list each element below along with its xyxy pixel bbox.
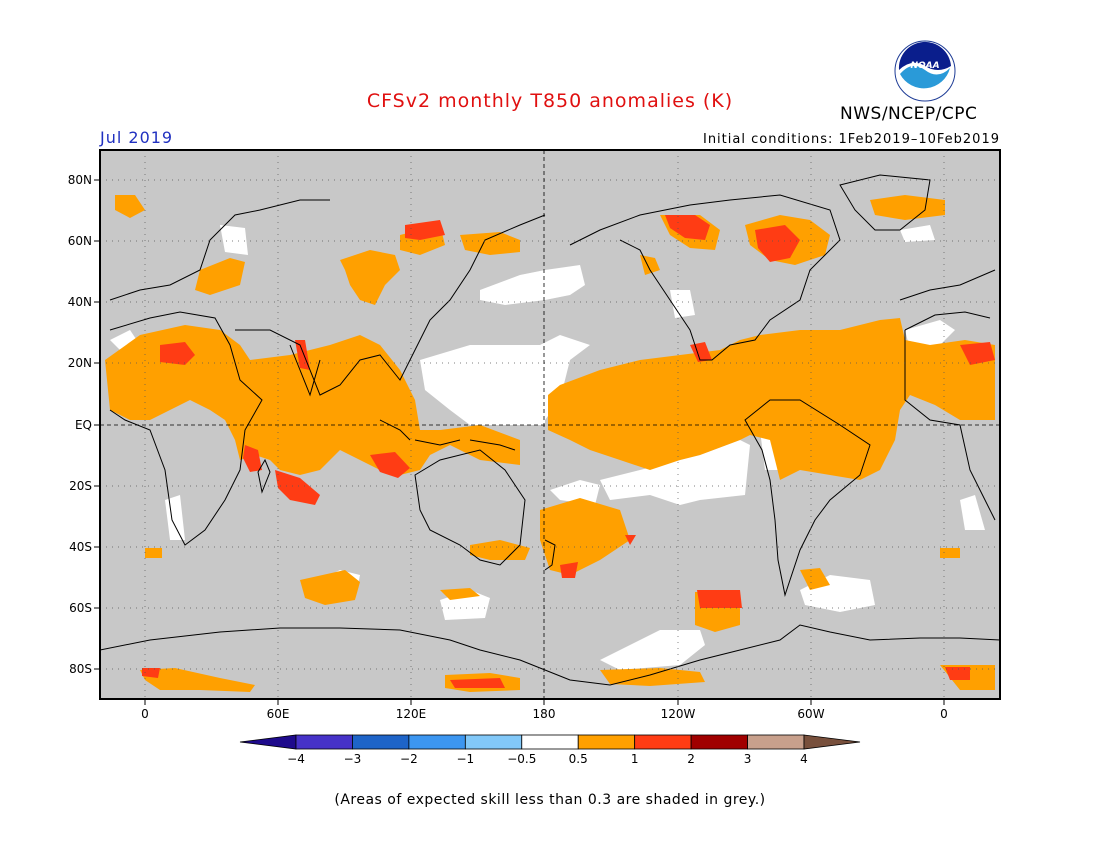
legend-tick-label: −1 — [456, 752, 474, 766]
graticule — [100, 150, 1000, 699]
lat-label: 20S — [69, 479, 92, 493]
warm-anomaly-regions — [105, 195, 995, 692]
noaa-logo: NOAA — [894, 40, 956, 102]
legend-swatch — [577, 734, 636, 750]
legend-swatch — [239, 734, 297, 750]
latitude-labels: 80N 60N 40N 20N EQ 20S 40S 60S 80S — [68, 173, 92, 676]
lat-label: 80S — [69, 662, 92, 676]
initial-conditions-label: Initial conditions: 1Feb2019–10Feb2019 — [702, 132, 1000, 147]
lat-label: 40N — [68, 295, 92, 309]
legend-tick-label: 2 — [687, 752, 695, 766]
legend-tick-label: 3 — [744, 752, 752, 766]
legend-swatch — [634, 734, 692, 750]
legend-tick-label: −2 — [400, 752, 418, 766]
lat-label: 20N — [68, 356, 92, 370]
legend-tick-label: 4 — [800, 752, 808, 766]
map-title: CFSv2 monthly T850 anomalies (K) — [366, 90, 734, 112]
map-fields — [100, 150, 1000, 699]
axis-ticks — [94, 179, 945, 705]
lon-label: 0 — [141, 707, 149, 721]
legend-swatch — [690, 734, 748, 750]
legend-tick-label: −3 — [344, 752, 362, 766]
footnote: (Areas of expected skill less than 0.3 a… — [334, 792, 766, 808]
organization-label: NWS/NCEP/CPC — [840, 104, 978, 124]
svg-text:NOAA: NOAA — [910, 61, 939, 71]
reference-lines — [100, 150, 1000, 699]
legend-tick-label: 1 — [631, 752, 639, 766]
lon-label: 120E — [396, 707, 427, 721]
legend-swatch — [295, 734, 353, 750]
lat-label: 80N — [68, 173, 92, 187]
lon-label: 60W — [797, 707, 824, 721]
legend-tick-label: −4 — [287, 752, 305, 766]
lon-label: 180 — [533, 707, 556, 721]
legend-swatch — [352, 734, 410, 750]
legend-swatch — [408, 734, 466, 750]
lat-label: EQ — [75, 418, 92, 432]
legend-swatch — [803, 734, 861, 750]
legend-tick-label: 0.5 — [569, 752, 588, 766]
color-legend: −4 −3 −2 −1 −0.5 0.5 1 2 3 4 — [239, 734, 861, 766]
lat-label: 60S — [69, 601, 92, 615]
lon-label: 0 — [940, 707, 948, 721]
lat-label: 60N — [68, 234, 92, 248]
lon-label: 60E — [267, 707, 290, 721]
legend-swatch — [747, 734, 805, 750]
lon-label: 120W — [661, 707, 696, 721]
coastlines — [100, 174, 1000, 686]
valid-month-label: Jul 2019 — [100, 128, 174, 147]
near-normal-regions — [110, 225, 985, 670]
legend-swatch — [464, 734, 523, 750]
legend-tick-label: −0.5 — [507, 752, 536, 766]
legend-swatch — [521, 734, 579, 750]
lat-label: 40S — [69, 540, 92, 554]
longitude-labels: 0 60E 120E 180 120W 60W 0 — [141, 707, 948, 721]
